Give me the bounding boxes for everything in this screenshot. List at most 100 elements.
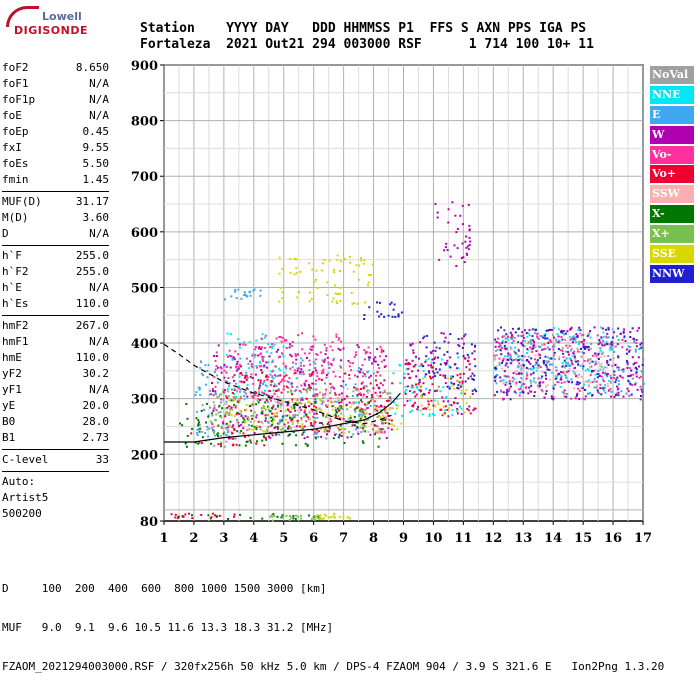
echo-point-w [460,337,463,340]
echo-point-nne [433,413,436,416]
echo-point-nnw [552,398,555,401]
echo-point-vo [348,401,351,404]
echo-point-sse [351,302,354,305]
echo-point-x [352,390,355,393]
echo-point-nnw [394,316,397,318]
echo-point-nnw [627,379,630,382]
echo-point-e [372,372,375,375]
echo-point-e [298,372,301,375]
echo-point-x [214,419,217,422]
echo-point-noval [551,334,554,337]
echo-point-nnw [597,358,600,360]
echo-point-e [198,388,201,391]
echo-point-w [607,389,610,392]
echo-point-w [314,421,317,424]
echo-point-w [222,422,225,425]
echo-point-w [610,377,613,380]
echo-point-vo [244,375,247,378]
echo-point-vo [258,387,261,390]
echo-point-w [467,203,470,206]
echo-point-nnw [502,391,505,394]
echo-point-nnw [575,383,578,386]
echo-point-vo [271,412,274,415]
echo-point-x [270,420,273,423]
y-tick-label: 400 [131,337,158,352]
echo-point-nnw [561,331,564,334]
echo-point-vo [589,374,592,377]
echo-point-vo [223,391,226,394]
echo-point-vo [621,346,624,349]
echo-point-e [553,357,556,360]
echo-point-sse [281,297,284,300]
echo-point-e [616,335,618,338]
echo-point-e [237,288,240,291]
echo-point-e [202,374,205,377]
echo-point-x [290,405,293,408]
echo-point-vo [272,405,275,408]
echo-point-vo [515,373,518,375]
echo-point-nne [455,410,458,413]
echo-point-nne [536,366,539,369]
echo-point-vo [456,402,459,405]
echo-point-vo [233,389,236,391]
echo-point-sse [343,258,346,261]
echo-point-e [639,347,642,350]
echo-point-e [529,379,532,382]
echo-point-w [411,370,414,373]
echo-point-nne [610,348,613,351]
echo-point-x [362,441,365,444]
echo-point-vo [280,391,283,394]
echo-point-vo [226,396,229,399]
echo-point-noval [230,437,233,440]
echo-point-vo [245,375,248,378]
echo-point-w [431,358,434,361]
x-tick-label: 17 [634,531,652,546]
echo-point-sse [400,422,403,425]
echo-point-w [598,375,601,377]
echo-point-nnw [591,394,594,396]
echo-point-sse [381,411,383,414]
echo-point-noval [237,423,240,426]
echo-point-vo [314,358,317,361]
echo-point-sse [328,259,331,262]
echo-point-nnw [509,398,512,401]
echo-point-noval [220,434,222,437]
echo-point-w [416,408,419,411]
echo-point-vo [250,409,253,412]
echo-point-vo [227,377,230,380]
echo-point-nne [270,352,273,355]
echo-point-vo [228,436,231,439]
echo-point-vo [287,408,289,411]
y-tick-label: 900 [131,59,158,74]
echo-point-nne [405,389,408,392]
echo-point-noval [508,357,511,360]
echo-point-e [208,427,211,430]
echo-point-w [383,359,386,362]
echo-point-e [510,355,512,358]
echo-point-vo [245,378,248,381]
echo-point-nnw [614,394,617,397]
echo-point-ssw [504,359,507,362]
footer: D 100 200 400 600 800 1000 1500 3000 [km… [2,556,664,686]
echo-point-vo [211,423,214,426]
echo-point-nnw [582,343,585,346]
echo-point-nne [503,355,506,358]
echo-point-vo [348,374,351,376]
echo-point-vo [626,363,629,366]
echo-point-e [269,373,272,376]
param-value: 28.0 [82,415,110,428]
echo-point-w [616,343,619,346]
echo-point-w [460,413,463,416]
echo-point-nnw [525,332,528,335]
echo-point-vo [461,380,464,383]
echo-point-e [225,427,228,430]
echo-point-w [342,380,345,383]
echo-point-nne [272,359,274,362]
echo-point-w [431,349,434,352]
echo-point-e [239,390,242,393]
echo-point-vo [519,388,522,390]
echo-point-ssw [599,356,602,359]
echo-point-sse [332,414,335,417]
echo-point-nne [418,365,421,368]
echo-point-nne [587,379,590,382]
